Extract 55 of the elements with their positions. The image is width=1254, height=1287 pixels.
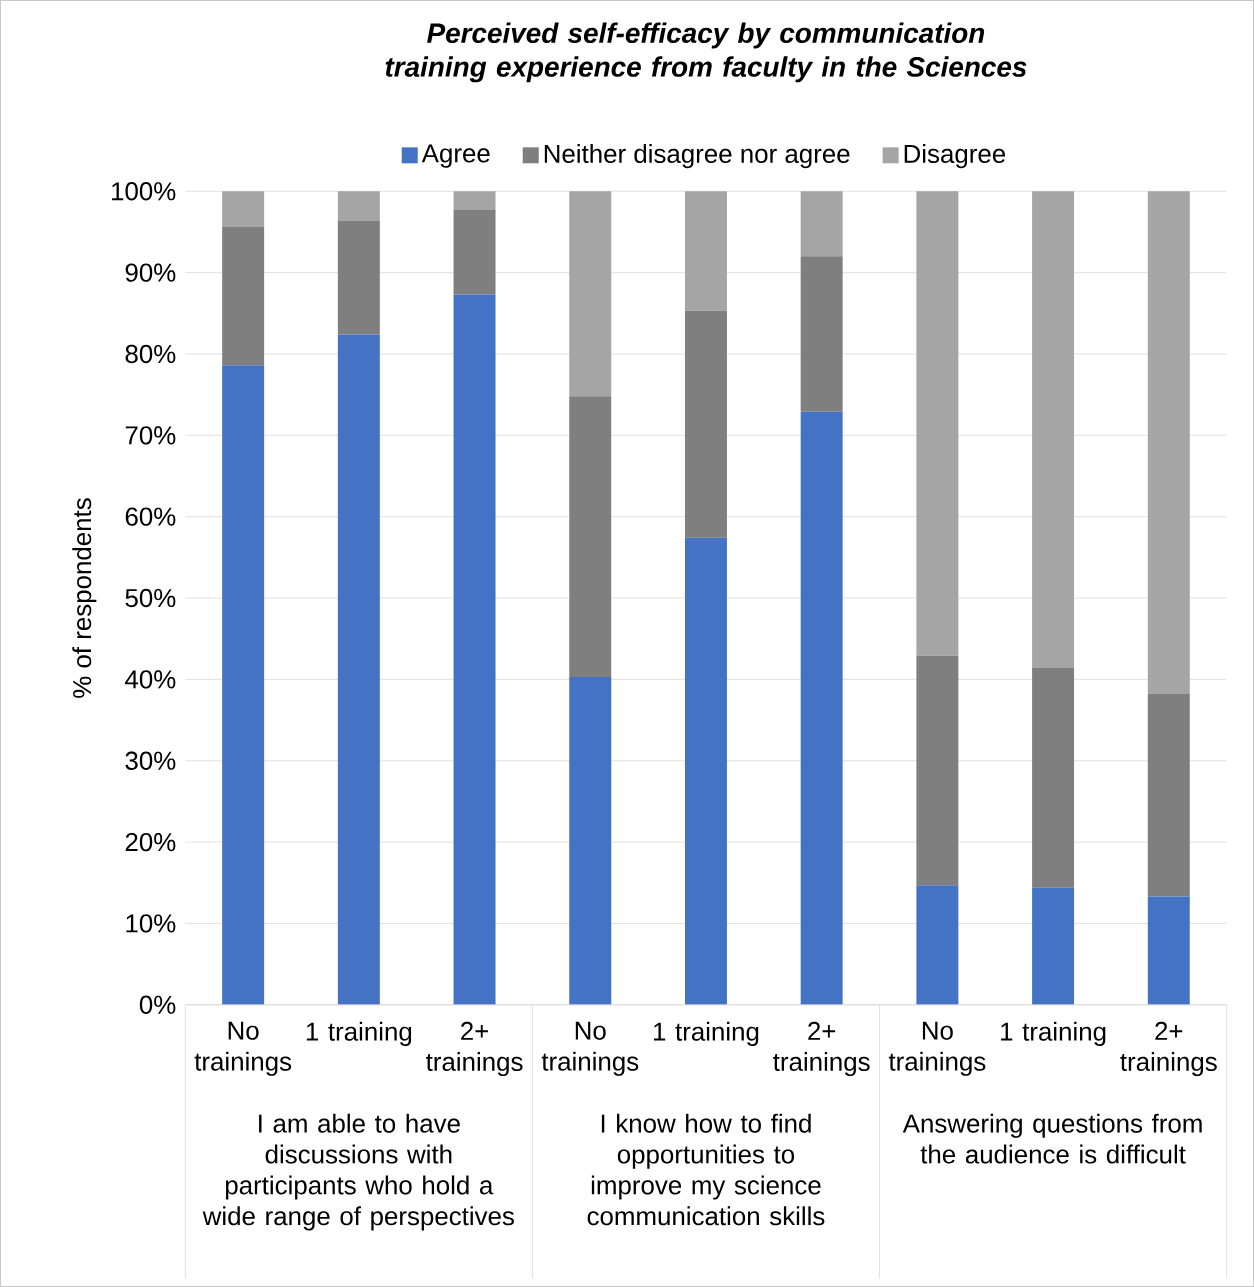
y-tick-label: 70% <box>125 426 176 445</box>
x-tick-label: 1 training <box>1001 1021 1106 1046</box>
bar <box>1147 694 1190 897</box>
y-tick-label: 10% <box>126 914 176 933</box>
chart-title: Perceived self-efficacy by communication training experience from faculty in the Sciences <box>385 22 1027 83</box>
bar <box>684 191 727 311</box>
bar <box>337 220 380 335</box>
bar <box>453 191 496 210</box>
bar <box>800 191 843 257</box>
bar <box>1147 896 1190 1005</box>
legend-label: Neither disagree nor agree <box>544 143 850 169</box>
x-tick-label: 2+ trainings <box>426 1021 523 1077</box>
y-axis-title: % of respondents <box>72 498 97 698</box>
legend-label: Disagree <box>904 143 1006 169</box>
text: I am able to have discussions with participants who hold a wide range of perspectives <box>202 1113 514 1231</box>
x-tick-label: No trainings <box>541 1021 639 1076</box>
bar <box>684 537 727 1005</box>
y-tick-label: 50% <box>125 588 176 608</box>
bar <box>453 209 496 295</box>
bar <box>453 294 496 1005</box>
text: I know how to find opportunities to improve my science communication skills <box>587 1113 825 1226</box>
bar <box>1147 191 1190 695</box>
y-tick-label: 80% <box>125 344 176 364</box>
x-tick-label: No trainings <box>888 1021 986 1076</box>
y-tick-label: 0% <box>139 995 176 1014</box>
text: Answering questions from the audience is difficult <box>902 1113 1202 1164</box>
legend-label: Agree <box>421 144 490 168</box>
bar <box>222 191 265 228</box>
x-tick-label: No trainings <box>194 1021 292 1076</box>
bar <box>1032 887 1075 1005</box>
y-tick-label: 90% <box>125 263 176 282</box>
bar <box>569 396 612 677</box>
bar <box>337 334 380 1005</box>
bar <box>337 191 380 221</box>
bar <box>1032 667 1075 888</box>
x-tick-label: 2+ trainings <box>773 1021 870 1077</box>
bar <box>222 227 265 366</box>
x-tick-label: 2+ trainings <box>1120 1021 1217 1077</box>
y-tick-label: 30% <box>125 751 176 770</box>
y-tick-label: 60% <box>125 507 176 526</box>
bar <box>916 655 959 886</box>
bar <box>800 411 843 1005</box>
bar <box>1032 191 1075 668</box>
y-tick-label: 100% <box>112 182 176 201</box>
bar <box>916 191 959 656</box>
bar <box>569 191 612 397</box>
bar <box>684 310 727 538</box>
bar <box>569 676 612 1005</box>
bar <box>916 885 959 1005</box>
bar <box>222 365 265 1005</box>
y-tick-label: 20% <box>125 832 176 852</box>
y-tick-label: 40% <box>125 670 176 689</box>
x-tick-label: 1 training <box>653 1021 759 1046</box>
x-tick-label: 1 training <box>306 1021 412 1046</box>
bar <box>800 256 843 412</box>
